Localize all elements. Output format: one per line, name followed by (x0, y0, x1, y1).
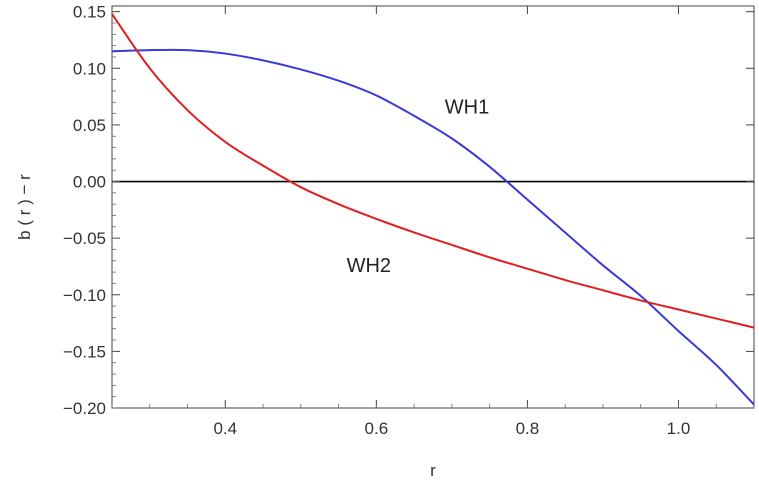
y-tick-label: 0.00 (73, 173, 106, 192)
series-line-wh1 (111, 48, 755, 406)
annotations: WH1 WH2 (347, 97, 490, 278)
x-axis-label: r (430, 461, 436, 480)
y-tick-label: −0.10 (63, 286, 106, 305)
x-ticks: 0.4 0.6 0.8 1.0 (111, 6, 755, 438)
y-tick-label: 0.05 (73, 116, 106, 135)
x-tick-label: 1.0 (667, 419, 691, 438)
y-tick-label: −0.15 (63, 342, 106, 361)
y-ticks: 0.15 0.10 0.05 0.00 −0.05 −0.10 −0.15 −0.20 (63, 3, 754, 418)
plot-frame (111, 5, 755, 409)
y-tick-label: 0.10 (73, 59, 106, 78)
y-tick-label: −0.20 (63, 399, 106, 418)
series-annotation-wh1: WH1 (445, 97, 489, 119)
series-annotation-wh2: WH2 (347, 255, 391, 277)
y-tick-label: −0.05 (63, 229, 106, 248)
x-tick-label: 0.6 (365, 419, 389, 438)
series-group (111, 13, 755, 406)
series-line-wh2 (111, 13, 755, 329)
x-tick-label: 0.4 (213, 419, 237, 438)
y-axis-label: b ( r ) − r (15, 174, 34, 240)
x-tick-label: 0.8 (516, 419, 540, 438)
y-tick-label: 0.15 (73, 3, 106, 22)
